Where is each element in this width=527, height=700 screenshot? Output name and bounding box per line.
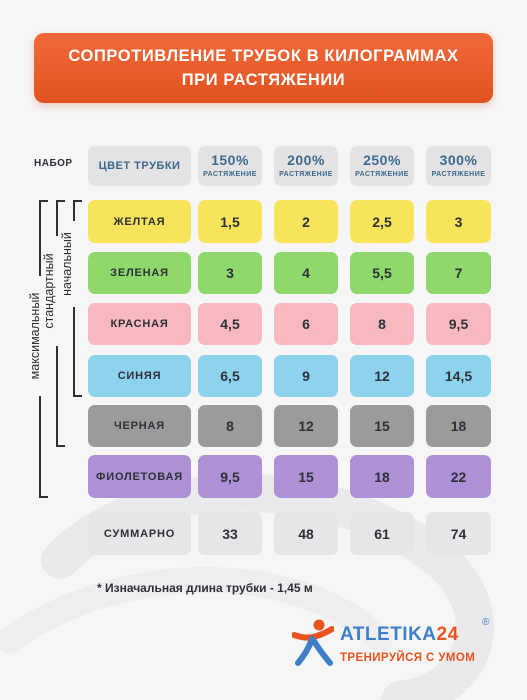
column-pct: 200% <box>287 152 325 168</box>
value-text: 15 <box>374 418 390 434</box>
value-cell: 15 <box>274 455 338 498</box>
total-label: СУММАРНО <box>103 527 176 540</box>
column-header-150: 150% РАСТЯЖЕНИЕ <box>198 146 262 186</box>
color-column-label: ЦВЕТ ТРУБКИ <box>98 160 181 172</box>
value-text: 3 <box>226 265 234 281</box>
value-text: 8 <box>378 316 386 332</box>
value-text: 22 <box>450 468 467 485</box>
value-text: 2,5 <box>372 213 392 230</box>
value-cell: 1,5 <box>198 200 262 243</box>
row-color-cell: ЗЕЛЕНАЯ <box>88 252 191 294</box>
column-pct: 250% <box>363 152 401 168</box>
value-text: 9,5 <box>448 316 469 332</box>
runner-logo-icon <box>292 619 334 666</box>
total-value-cell: 74 <box>426 512 491 555</box>
value-text: 3 <box>454 213 463 230</box>
total-value: 33 <box>222 525 238 542</box>
row-color-name: СИНЯЯ <box>117 370 162 382</box>
value-cell: 3 <box>198 252 262 294</box>
column-header-200: 200% РАСТЯЖЕНИЕ <box>274 146 338 186</box>
row-color-name: ЧЕРНАЯ <box>114 420 165 432</box>
registered-mark: ® <box>482 617 490 628</box>
footnote: * Изначальная длина трубки - 1,45 м <box>97 581 313 595</box>
row-color-cell: ЧЕРНАЯ <box>88 405 191 447</box>
row-color-cell: ФИОЛЕТОВАЯ <box>88 455 191 498</box>
value-cell: 8 <box>198 405 262 447</box>
set-label-standard: стандартный <box>42 236 58 346</box>
value-text: 2 <box>302 213 310 230</box>
value-cell: 9 <box>274 355 338 397</box>
value-text: 15 <box>298 468 314 485</box>
set-column-label: НАБОР <box>34 158 73 169</box>
value-text: 8 <box>226 418 234 434</box>
value-text: 9,5 <box>220 468 240 485</box>
column-sub: РАСТЯЖЕНИЕ <box>355 171 409 178</box>
value-text: 6 <box>302 316 310 332</box>
row-color-name: ЗЕЛЕНАЯ <box>110 267 169 279</box>
value-cell: 18 <box>350 455 414 498</box>
total-value-cell: 48 <box>274 512 338 555</box>
value-cell: 2,5 <box>350 200 414 243</box>
row-color-name: ЖЕЛТАЯ <box>113 215 166 228</box>
color-column-header: ЦВЕТ ТРУБКИ <box>88 146 191 186</box>
row-color-cell: ЖЕЛТАЯ <box>88 200 191 243</box>
value-text: 1,5 <box>220 213 240 230</box>
total-value: 74 <box>450 525 467 542</box>
value-text: 4,5 <box>220 316 240 332</box>
brand-name-main: ATLETIKA <box>340 624 437 645</box>
column-header-250: 250% РАСТЯЖЕНИЕ <box>350 146 414 186</box>
column-sub: РАСТЯЖЕНИЕ <box>431 171 486 178</box>
title-banner: СОПРОТИВЛЕНИЕ ТРУБОК В КИЛОГРАММАХ ПРИ Р… <box>34 33 493 103</box>
value-cell: 9,5 <box>426 303 491 345</box>
value-text: 4 <box>302 265 310 281</box>
value-text: 9 <box>302 368 310 384</box>
column-sub: РАСТЯЖЕНИЕ <box>279 171 333 178</box>
value-text: 7 <box>454 265 463 281</box>
value-cell: 15 <box>350 405 414 447</box>
value-cell: 12 <box>350 355 414 397</box>
value-cell: 14,5 <box>426 355 491 397</box>
value-cell: 18 <box>426 405 491 447</box>
set-label-initial: начальный <box>60 221 76 307</box>
total-label-cell: СУММАРНО <box>88 512 191 555</box>
value-cell: 8 <box>350 303 414 345</box>
brand-name-num: 24 <box>436 624 459 645</box>
value-cell: 5,5 <box>350 252 414 294</box>
value-cell: 4 <box>274 252 338 294</box>
row-color-name: ФИОЛЕТОВАЯ <box>96 470 183 483</box>
value-text: 5,5 <box>372 265 392 281</box>
row-color-cell: КРАСНАЯ <box>88 303 191 345</box>
title-line-2: ПРИ РАСТЯЖЕНИИ <box>181 71 346 89</box>
value-text: 12 <box>298 418 314 434</box>
column-header-300: 300% РАСТЯЖЕНИЕ <box>426 146 491 186</box>
value-text: 6,5 <box>220 368 240 384</box>
value-text: 14,5 <box>444 368 473 384</box>
title-line-1: СОПРОТИВЛЕНИЕ ТРУБОК В КИЛОГРАММАХ <box>68 47 459 65</box>
column-pct: 150% <box>211 152 249 168</box>
value-cell: 6,5 <box>198 355 262 397</box>
value-cell: 22 <box>426 455 491 498</box>
column-pct: 300% <box>439 152 478 168</box>
value-cell: 7 <box>426 252 491 294</box>
value-text: 18 <box>450 418 467 434</box>
brand-tagline: ТРЕНИРУЙСЯ С УМОМ <box>340 652 476 664</box>
total-value-cell: 61 <box>350 512 414 555</box>
row-color-name: КРАСНАЯ <box>110 318 169 330</box>
value-cell: 4,5 <box>198 303 262 345</box>
total-value: 61 <box>374 525 390 542</box>
value-cell: 2 <box>274 200 338 243</box>
row-color-cell: СИНЯЯ <box>88 355 191 397</box>
column-sub: РАСТЯЖЕНИЕ <box>203 171 257 178</box>
value-text: 12 <box>374 368 390 384</box>
value-cell: 6 <box>274 303 338 345</box>
value-cell: 12 <box>274 405 338 447</box>
total-value: 48 <box>298 525 314 542</box>
value-text: 18 <box>374 468 390 485</box>
brand-name: ATLETIKA24 <box>340 624 459 646</box>
total-value-cell: 33 <box>198 512 262 555</box>
value-cell: 3 <box>426 200 491 243</box>
value-cell: 9,5 <box>198 455 262 498</box>
